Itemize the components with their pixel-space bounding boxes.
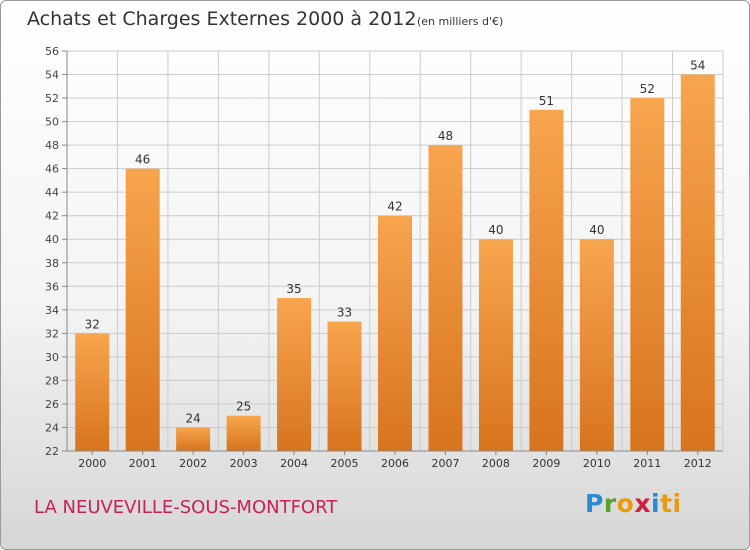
x-tick-label: 2007	[431, 457, 459, 470]
data-label: 54	[690, 59, 705, 73]
data-label: 40	[589, 223, 604, 237]
bar	[327, 321, 362, 451]
bar	[176, 427, 211, 451]
y-tick-label: 28	[45, 374, 59, 387]
data-label: 48	[438, 129, 453, 143]
x-tick-label: 2012	[684, 457, 712, 470]
chart-title: Achats et Charges Externes 2000 à 2012	[27, 8, 417, 30]
axes: 22 24 26 28 30 32 34 36 38 40 42 44 46 48 50 52 54 56 2000…	[45, 45, 723, 470]
y-tick-label: 50	[45, 116, 59, 129]
x-tick-label: 2004	[280, 457, 308, 470]
data-label: 25	[236, 400, 251, 414]
x-tick-label: 2008	[482, 457, 510, 470]
x-tick-label: 2006	[381, 457, 409, 470]
y-tick-label: 30	[45, 351, 59, 364]
y-tick-label: 52	[45, 92, 59, 105]
y-tick-label: 32	[45, 327, 59, 340]
bar	[478, 239, 513, 451]
y-tick-label: 56	[45, 45, 59, 58]
y-tick-label: 38	[45, 257, 59, 270]
data-label: 51	[539, 94, 554, 108]
bar	[378, 215, 412, 451]
data-label: 32	[85, 317, 100, 331]
bar	[579, 239, 614, 451]
bar	[226, 415, 261, 451]
bar	[277, 298, 312, 451]
y-tick-label: 36	[45, 280, 59, 293]
y-tick-label: 46	[45, 163, 59, 176]
x-tick-label: 2000	[78, 457, 106, 470]
bars: 32 46 24 25 35 33 42 48 40 51 40 52 54	[75, 59, 715, 451]
data-label: 24	[186, 411, 201, 425]
x-tick-label: 2001	[129, 457, 157, 470]
proxiti-logo: Proxiti	[585, 489, 682, 518]
data-label: 52	[640, 82, 655, 96]
data-label: 33	[337, 306, 352, 320]
y-tick-label: 26	[45, 398, 59, 411]
y-tick-label: 44	[45, 186, 59, 199]
x-tick-label: 2005	[331, 457, 359, 470]
y-tick-label: 34	[45, 304, 59, 317]
bar	[75, 333, 110, 451]
y-tick-label: 54	[45, 69, 59, 82]
x-tick-label: 2009	[532, 457, 560, 470]
bar	[529, 109, 564, 451]
data-label: 46	[135, 153, 150, 167]
x-tick-label: 2002	[179, 457, 207, 470]
y-tick-label: 24	[45, 421, 59, 434]
x-tick-label: 2003	[230, 457, 258, 470]
bar	[630, 98, 665, 451]
y-tick-label: 48	[45, 139, 59, 152]
x-tick-label: 2010	[583, 457, 611, 470]
city-name: LA NEUVEVILLE-SOUS-MONTFORT	[34, 497, 338, 518]
data-label: 35	[286, 282, 301, 296]
data-label: 42	[387, 200, 402, 214]
bar	[680, 74, 715, 451]
bar	[428, 145, 463, 451]
bar	[125, 168, 160, 451]
x-tick-label: 2011	[633, 457, 661, 470]
y-tick-label: 42	[45, 210, 59, 223]
data-label: 40	[488, 223, 503, 237]
y-tick-label: 22	[45, 445, 59, 458]
unit-label: (en milliers d'€)	[417, 15, 504, 28]
y-tick-label: 40	[45, 233, 59, 246]
